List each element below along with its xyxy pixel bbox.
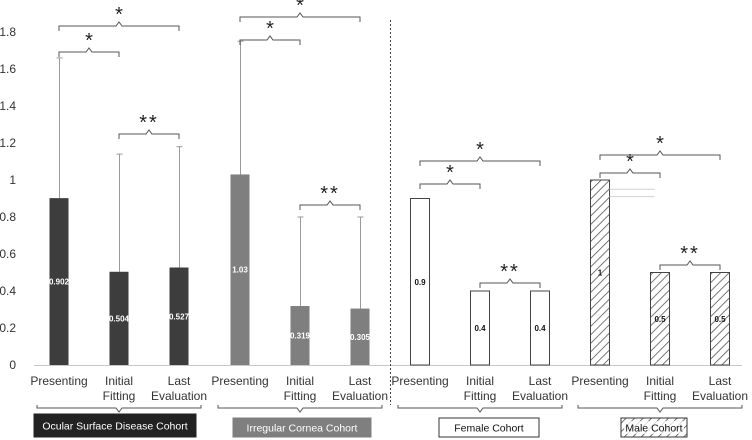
significance-bracket [599, 150, 721, 160]
cohort-brace [397, 405, 563, 413]
significance-label: * [476, 139, 484, 161]
significance-label: ** [139, 112, 159, 134]
y-tick-label: 1.4 [0, 99, 16, 113]
bar [710, 272, 730, 366]
significance-bracket [419, 179, 481, 189]
cohort-legend-box [33, 413, 197, 438]
significance-bracket [58, 47, 120, 57]
significance-bracket [58, 21, 180, 31]
significance-bracket [239, 12, 361, 22]
bar-value-label: 0.4 [474, 324, 486, 333]
significance-bracket [659, 260, 721, 270]
y-axis: 0 0.2 0.4 0.6 0.8 1 1.2 1.4 1.6 1.8 [0, 25, 742, 372]
x-category-label: Initial [286, 374, 314, 388]
bar [650, 272, 670, 366]
x-category-label: Evaluation [151, 389, 207, 403]
significance-bracket [239, 35, 301, 45]
bar [290, 305, 310, 365]
significance-bracket [118, 129, 180, 139]
x-category-label: Presenting [30, 374, 87, 388]
y-tick-label: 1.8 [0, 25, 16, 39]
x-category-label: Presenting [211, 374, 268, 388]
x-category-label: Fitting [103, 389, 136, 403]
x-category-label: Fitting [644, 389, 677, 403]
y-tick-label: 0.4 [0, 284, 16, 298]
cohort-legend-box [232, 417, 372, 438]
significance-bracket [599, 168, 661, 178]
significance-bracket [419, 156, 541, 166]
cohort-brace [36, 405, 202, 413]
bar-value-label: 0.504 [109, 314, 130, 323]
significance-label: ** [680, 243, 700, 265]
significance-label: * [266, 18, 274, 40]
bar-value-label: 0.9 [414, 278, 426, 287]
bar [590, 179, 610, 366]
x-category-label: Initial [466, 374, 494, 388]
bar-value-label: 0.5 [714, 315, 726, 324]
bar [410, 198, 430, 366]
cohort-brace [577, 405, 743, 413]
cohort-legend-label: Irregular Cornea Cohort [247, 423, 358, 435]
x-category-label: Last [529, 374, 552, 388]
bar [470, 290, 490, 366]
cohort-legend-backdrop [624, 421, 684, 434]
significance-label: ** [320, 183, 340, 205]
bar-value-label: 1 [598, 269, 603, 278]
significance-bracket [479, 278, 541, 288]
y-tick-label: 1.6 [0, 62, 16, 76]
significance-label: ** [500, 261, 520, 283]
bar-value-label: 0.305 [350, 333, 371, 342]
y-tick-label: 1 [9, 173, 16, 187]
significance-label: * [626, 151, 634, 173]
bar [530, 290, 550, 366]
bar [169, 267, 189, 365]
x-category-label: Presenting [571, 374, 628, 388]
significance-bracket [299, 200, 361, 210]
bar [49, 198, 69, 365]
significance-label: * [656, 133, 664, 155]
x-category-label: Last [709, 374, 732, 388]
cohort-brace [217, 405, 383, 413]
bar [230, 174, 250, 365]
cohort-legend-label: Ocular Surface Disease Cohort [42, 421, 187, 433]
bar-value-label: 0.4 [534, 324, 546, 333]
bar-value-label: 0.319 [290, 331, 311, 340]
x-category-label: Initial [105, 374, 133, 388]
y-tick-label: 0 [9, 358, 16, 372]
significance-label: * [85, 30, 93, 52]
y-tick-label: 0.6 [0, 247, 16, 261]
significance-label: * [115, 4, 123, 26]
cohort-legend-box [438, 417, 540, 438]
y-tick-label: 0.2 [0, 321, 16, 335]
bar [109, 271, 129, 365]
x-category-label: Evaluation [692, 389, 748, 403]
y-tick-label: 1.2 [0, 136, 16, 150]
significance-label: * [446, 162, 454, 184]
x-category-label: Fitting [284, 389, 317, 403]
cohort-legend-label: Male Cohort [625, 423, 682, 435]
bar-value-label: 0.902 [49, 278, 70, 287]
significance-label: * [296, 0, 304, 17]
x-category-label: Fitting [464, 389, 497, 403]
cohort-legend-label: Female Cohort [454, 423, 524, 435]
x-category-label: Initial [646, 374, 674, 388]
x-category-label: Evaluation [332, 389, 388, 403]
y-tick-label: 0.8 [0, 210, 16, 224]
x-category-label: Last [349, 374, 372, 388]
bar-value-label: 1.03 [232, 266, 248, 275]
bar-value-label: 0.5 [654, 315, 666, 324]
x-category-label: Last [168, 374, 191, 388]
x-category-label: Evaluation [512, 389, 568, 403]
bar-value-label: 0.527 [169, 312, 190, 321]
x-category-label: Presenting [391, 374, 448, 388]
bar [350, 308, 370, 365]
